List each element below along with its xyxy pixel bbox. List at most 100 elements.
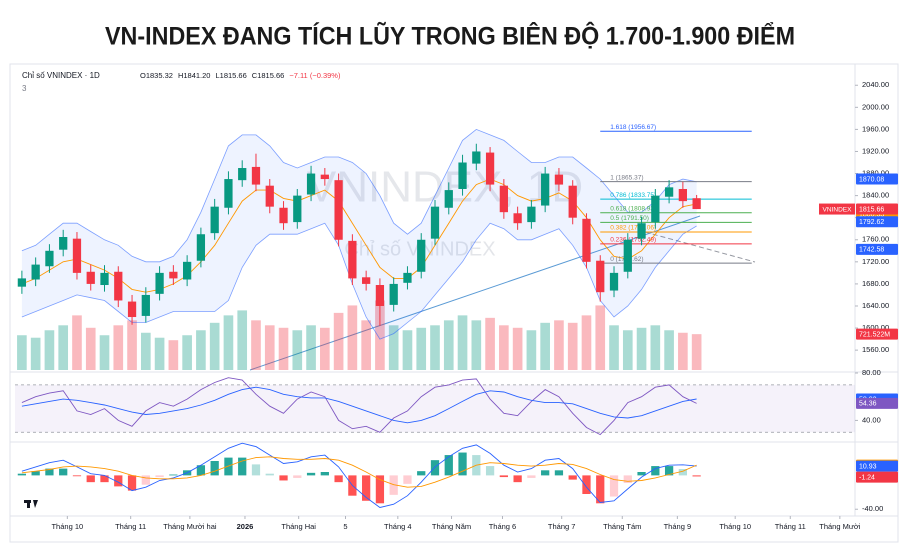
histogram-label-text: -1.24 <box>859 474 875 481</box>
candle-body <box>45 250 54 267</box>
fib-label: 0.382 (1774.06) <box>610 225 656 232</box>
volume-bar <box>17 335 27 370</box>
volume-bar <box>457 315 468 370</box>
bollinger-lower <box>21 222 697 340</box>
volume-bar <box>196 330 206 370</box>
macd-histogram-bar <box>141 475 150 485</box>
logo-part <box>27 500 30 508</box>
x-tick-label: Tháng 11 <box>775 522 806 531</box>
x-tick-label: Tháng 7 <box>548 522 576 531</box>
volume-bar <box>127 320 137 370</box>
candle-body <box>31 264 40 280</box>
volume-bar <box>237 310 248 370</box>
macd-histogram-bar <box>485 466 495 476</box>
candle-body <box>183 261 192 280</box>
volume-bar <box>72 315 82 370</box>
macd-histogram-bar <box>513 475 522 483</box>
macd-histogram-bar <box>417 471 426 476</box>
price-label-box <box>856 173 898 185</box>
volume-bar <box>278 327 289 370</box>
macd-histogram-bar <box>403 475 412 484</box>
volume-bar <box>154 337 165 370</box>
volume-bar <box>595 305 606 370</box>
candle-body <box>485 152 495 185</box>
x-tick-label: Tháng 6 <box>489 522 517 531</box>
candle-body <box>141 294 150 316</box>
candle-body <box>100 272 109 286</box>
volume-bar <box>141 332 151 370</box>
fib-label: 0.5 (1791.50) <box>610 215 649 222</box>
candle-body <box>403 272 412 283</box>
macd-histogram-bar <box>155 475 164 478</box>
volume-bar <box>691 334 702 370</box>
price-label-box <box>856 216 898 228</box>
candle-body <box>72 238 82 273</box>
macd-histogram-bar <box>651 466 660 476</box>
projection-line <box>644 231 756 263</box>
volume-bar <box>44 330 55 370</box>
macd-histogram-bar <box>169 474 178 476</box>
candle-body <box>279 207 288 224</box>
macd-histogram-bar <box>45 468 54 476</box>
symbol-label: Chỉ số VNINDEX · 1D <box>22 71 100 80</box>
rsi-line <box>21 386 697 424</box>
macd-histogram-bar <box>251 464 261 476</box>
candle-body <box>664 187 674 197</box>
y-tick-label: 1720.00 <box>862 257 889 266</box>
volume-bar <box>416 327 427 370</box>
rsi-line <box>21 377 697 436</box>
candle-body <box>637 223 646 239</box>
volume-bar <box>540 322 550 370</box>
tv-logo <box>24 500 38 508</box>
fib-label: 1 (1865.37) <box>610 174 643 181</box>
x-tick-label: Tháng 11 <box>115 522 146 531</box>
macd-histogram-bar <box>265 473 274 476</box>
macd-histogram-bar <box>114 475 123 487</box>
chart-frame <box>9 63 899 543</box>
x-tick-label: Tháng Hai <box>281 522 316 531</box>
candle-body <box>127 301 137 318</box>
candle-body <box>86 271 95 284</box>
price-label-text: 1792.62 <box>859 219 884 226</box>
macd-histogram-bar <box>127 475 137 491</box>
volume-bar <box>471 320 482 370</box>
candle-body <box>375 285 385 306</box>
volume-bar <box>609 325 619 370</box>
volume-bar <box>85 327 96 370</box>
rsi-label-box <box>856 397 898 409</box>
volume-bar <box>292 330 303 370</box>
last-price-box <box>856 203 898 215</box>
page-title: VN-INDEX ĐANG TÍCH LŨY TRONG BIÊN ĐỘ 1.7… <box>105 21 795 51</box>
candle-body <box>334 180 343 240</box>
macd-histogram-bar <box>678 469 687 476</box>
volume-bar <box>113 325 124 370</box>
last-price-text: 1815.66 <box>859 206 884 213</box>
ohlc-value: C1815.66 <box>252 71 285 80</box>
y-tick-label: 80.00 <box>862 368 881 377</box>
macd-line <box>21 442 697 508</box>
histogram-label-box <box>856 471 898 483</box>
macd-histogram-bar <box>17 473 27 476</box>
volume-bar <box>636 327 647 370</box>
y-tick-label: 1840.00 <box>862 191 889 200</box>
candle-body <box>678 188 687 202</box>
candle-body <box>362 277 371 284</box>
macd-histogram-bar <box>362 475 371 501</box>
candle-body <box>623 239 632 272</box>
signal-line <box>21 456 697 488</box>
macd-histogram-bar <box>637 472 646 476</box>
volume-bar <box>306 325 316 370</box>
macd-histogram-bar <box>609 475 619 497</box>
volume-bar <box>554 320 564 370</box>
volume-bar <box>485 317 495 370</box>
bollinger-upper <box>21 128 697 263</box>
volume-bar <box>223 315 234 370</box>
ohlc-value: O1835.32 <box>140 71 173 80</box>
x-tick-label: Tháng 4 <box>384 522 412 531</box>
macd-histogram-bar <box>86 475 95 483</box>
rsi-label-text: 54.36 <box>859 401 877 408</box>
candle-body <box>554 174 564 185</box>
candle-body <box>596 260 605 293</box>
macd-histogram-bar <box>293 475 302 478</box>
